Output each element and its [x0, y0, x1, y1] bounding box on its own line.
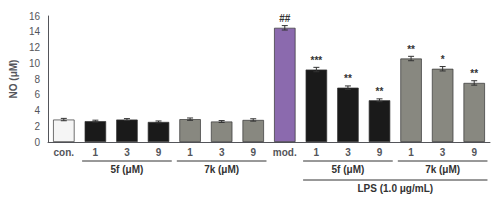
svg-text:9: 9	[156, 147, 162, 158]
svg-text:10: 10	[29, 58, 41, 69]
svg-text:**: **	[407, 44, 415, 55]
svg-text:5f (μM): 5f (μM)	[111, 164, 144, 175]
svg-text:1: 1	[93, 147, 99, 158]
svg-text:1: 1	[408, 147, 414, 158]
svg-text:*: *	[441, 54, 445, 65]
svg-text:##: ##	[279, 13, 291, 24]
svg-text:NO (μM): NO (μM)	[8, 60, 19, 99]
svg-text:***: ***	[311, 55, 323, 66]
svg-text:**: **	[376, 86, 384, 97]
svg-text:9: 9	[377, 147, 383, 158]
svg-text:1: 1	[314, 147, 320, 158]
svg-text:6: 6	[34, 89, 40, 100]
svg-text:12: 12	[29, 42, 41, 53]
svg-text:14: 14	[29, 26, 41, 37]
svg-text:3: 3	[440, 147, 446, 158]
svg-text:9: 9	[471, 147, 477, 158]
svg-text:8: 8	[34, 74, 40, 85]
svg-text:LPS (1.0 μg/mL): LPS (1.0 μg/mL)	[358, 183, 434, 194]
svg-text:16: 16	[29, 11, 41, 22]
svg-text:1: 1	[187, 147, 193, 158]
svg-text:**: **	[344, 73, 352, 84]
svg-text:0: 0	[34, 137, 40, 148]
svg-text:con.: con.	[54, 147, 75, 158]
svg-text:3: 3	[345, 147, 351, 158]
svg-text:4: 4	[34, 105, 40, 116]
svg-text:7k (μM): 7k (μM)	[425, 164, 460, 175]
svg-text:7k (μM): 7k (μM)	[204, 164, 239, 175]
svg-text:3: 3	[124, 147, 130, 158]
svg-text:2: 2	[34, 121, 40, 132]
svg-text:9: 9	[250, 147, 256, 158]
svg-text:**: **	[470, 68, 478, 79]
svg-text:3: 3	[219, 147, 225, 158]
svg-text:5f (μM): 5f (μM)	[332, 164, 365, 175]
svg-text:mod.: mod.	[273, 147, 297, 158]
